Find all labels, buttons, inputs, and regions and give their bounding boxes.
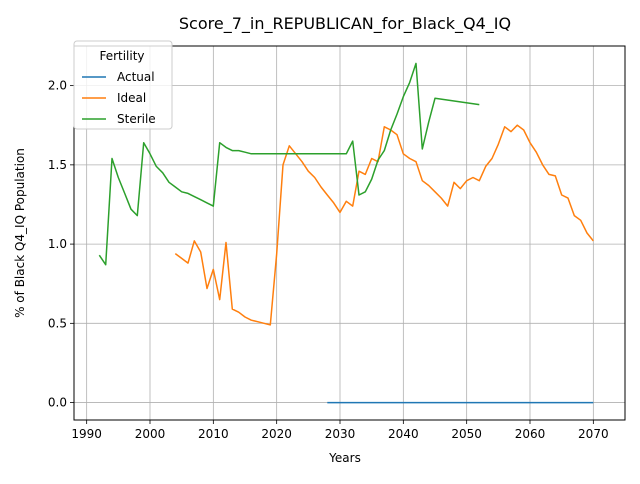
legend-label-ideal: Ideal [117,91,146,105]
legend-title: Fertility [99,49,144,63]
x-tick-label: 2010 [198,427,229,441]
x-tick-label: 2040 [388,427,419,441]
x-tick-label: 2060 [515,427,546,441]
x-axis-ticks: 1990 2000 2010 2020 2030 2040 2050 2060 2070 [71,420,609,441]
x-tick-label: 2000 [135,427,166,441]
x-tick-label: 2020 [261,427,292,441]
y-axis-ticks: 0.0 0.5 1.0 1.5 2.0 [48,79,74,410]
legend-items: Actual Ideal Sterile [82,70,156,126]
y-tick-label: 2.0 [48,79,67,93]
y-tick-label: 0.0 [48,396,67,410]
x-axis-label: Years [328,451,361,465]
x-tick-label: 1990 [71,427,102,441]
chart-title: Score_7_in_REPUBLICAN_for_Black_Q4_IQ [179,14,511,34]
series-line-sterile [98,62,480,266]
y-axis-label: % of Black Q4_IQ Population [13,148,27,318]
y-tick-label: 1.0 [48,237,67,251]
legend-label-actual: Actual [117,70,155,84]
series-line-ideal [174,124,594,326]
legend: Fertility Actual Ideal Sterile [73,40,173,130]
x-tick-label: 2050 [451,427,482,441]
legend-label-sterile: Sterile [117,112,156,126]
x-tick-label: 2030 [325,427,356,441]
y-tick-label: 0.5 [48,316,67,330]
x-tick-label: 2070 [578,427,609,441]
y-tick-label: 1.5 [48,158,67,172]
series-lines [98,62,594,404]
legend-box [73,40,173,130]
plot-frame [73,45,626,421]
